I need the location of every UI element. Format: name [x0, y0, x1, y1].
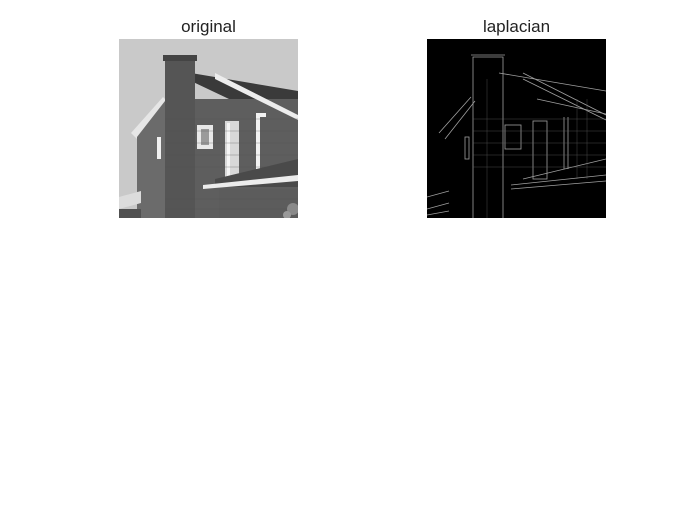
original-house-image — [119, 39, 298, 218]
subplot-title: laplacian — [482, 17, 551, 36]
subplot-title: original — [181, 17, 236, 36]
laplacian-edge-image — [427, 39, 606, 218]
